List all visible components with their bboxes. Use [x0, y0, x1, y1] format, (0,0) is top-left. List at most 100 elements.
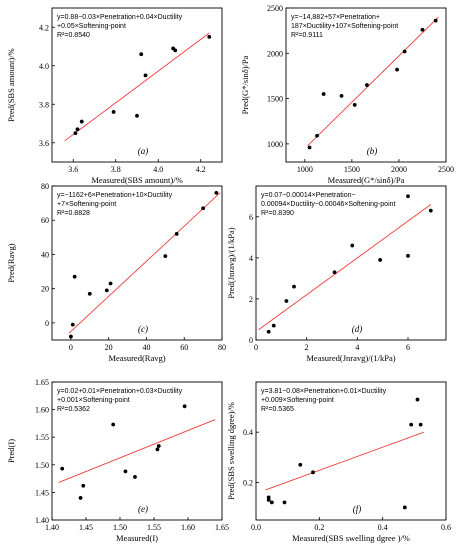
x-tick-label: 2000	[391, 165, 407, 174]
data-point	[311, 470, 315, 475]
x-tick-label: 3.6	[68, 165, 78, 174]
x-axis-label: Measured(I)	[116, 533, 158, 543]
data-point	[321, 92, 326, 96]
equation-line: y=0.07−0.00014×Penetration−	[261, 192, 356, 199]
x-tick-label: 1.40	[45, 523, 59, 532]
y-tick-label: 0	[249, 336, 253, 345]
panel-d: 0 2 4 6 0 2 4 6 Measured(Jnravg)/(1/kPa) Pred(Jnr…	[226, 185, 447, 363]
data-point	[378, 258, 383, 262]
data-point	[284, 299, 289, 303]
data-point	[163, 254, 168, 259]
panel-a: 3.6 3.8 4.0 4.2 3.6 3.8 4.0 4.2 Measured(SBS amo…	[6, 7, 223, 185]
data-point	[73, 131, 78, 136]
x-tick-label: 2500	[438, 165, 454, 174]
equation-line: y=−14,882+57×Penetration+	[291, 14, 380, 21]
x-tick-label: 0.4	[378, 523, 388, 532]
y-tick-label: 2	[249, 295, 253, 304]
data-point	[307, 145, 312, 150]
y-tick-label: 4.0	[39, 62, 49, 71]
fit-line	[307, 16, 439, 147]
data-point	[201, 206, 206, 211]
data-point	[133, 475, 137, 479]
equation-line: y=3.81−0.08×Penetration+0.01×Ductility	[261, 388, 387, 395]
panel-c: 0 20 40 60 80 0 20 40 60 80 Measured(Ravg) Pred(Rav…	[6, 182, 226, 363]
x-tick-label: 4.0	[153, 165, 163, 174]
data-point	[174, 232, 179, 236]
y-tick-label: 4.2	[39, 23, 49, 32]
data-point	[68, 334, 73, 339]
data-point	[350, 243, 355, 248]
y-tick-label: 1.60	[35, 406, 49, 415]
x-tick-label: 20	[105, 343, 113, 352]
x-tick-label: 0.6	[441, 523, 451, 532]
data-point	[420, 27, 425, 32]
data-point	[104, 288, 109, 293]
x-tick-label: 0.2	[314, 523, 324, 532]
equation-line: 0.00094×Ductility−0.00046×Softening-poin…	[261, 201, 396, 208]
data-point	[433, 18, 438, 23]
y-tick-label: 1.55	[35, 433, 49, 442]
y-axis-label: Pred(SBS swelling dgree)/%	[226, 402, 236, 500]
x-tick-label: 6	[406, 343, 410, 352]
equation-line: y=0.88−0.03×Penetration+0.04×Ductility	[57, 14, 183, 21]
x-tick-label: 2	[305, 343, 309, 352]
panel-label: (b)	[367, 146, 378, 156]
x-tick-label: 1.45	[79, 523, 93, 532]
x-axis-label: Measured(Ravg)	[108, 353, 165, 363]
x-axis-label: Measured(Jnravg)/(1/kPa)	[306, 353, 395, 363]
panel-label: (c)	[138, 324, 148, 334]
fit-line	[258, 204, 432, 331]
data-point	[271, 323, 276, 328]
data-point	[352, 103, 357, 107]
data-point	[266, 329, 271, 334]
y-axis-label: Pred(Jnravg)/(1/kPa)	[226, 227, 236, 298]
x-tick-label: 80	[218, 343, 226, 352]
data-point	[111, 422, 116, 427]
y-tick-label: 60	[41, 216, 49, 225]
x-tick-label: 60	[180, 343, 188, 352]
data-point	[60, 466, 65, 471]
plot-frame	[51, 185, 223, 341]
x-tick-label: 1.50	[113, 523, 127, 532]
y-tick-label: 0.4	[243, 428, 253, 437]
y-tick-label: 6	[249, 213, 253, 222]
x-tick-label: 40	[142, 343, 150, 352]
data-point	[415, 397, 420, 402]
data-point	[402, 505, 407, 510]
equation-line: R²=0.8540	[57, 32, 90, 39]
equation-line: y=0.02+0.01×Penetration+0.03×Ductility	[57, 388, 183, 395]
data-point	[155, 447, 160, 452]
y-tick-label: 20	[41, 285, 49, 294]
data-point	[72, 274, 77, 279]
data-point	[173, 48, 178, 53]
x-tick-label: 1000	[297, 165, 313, 174]
x-tick-label: 4.2	[196, 165, 206, 174]
data-point	[156, 444, 161, 448]
data-point	[298, 462, 303, 467]
panel-b: 1000 1500 2000 2500 1000 1500 2000 2500 Measured…	[240, 4, 454, 185]
data-point	[418, 422, 423, 427]
x-tick-label: 0	[254, 343, 258, 352]
data-point	[402, 49, 407, 54]
equation-line: R²=0.8828	[57, 210, 90, 217]
data-point	[406, 253, 410, 258]
equation-line: y=−1162+6×Penetration+10×Ductility	[57, 192, 173, 199]
fit-line	[265, 431, 424, 491]
data-point	[87, 291, 92, 296]
equation-line: R²=0.9111	[291, 32, 323, 39]
data-point	[207, 34, 212, 39]
data-point	[108, 281, 113, 286]
data-point	[139, 52, 144, 57]
panel-e: 1.40 1.45 1.50 1.55 1.60 1.65 1.40 1.45 1.50 1.55…	[6, 378, 229, 543]
data-point	[315, 133, 319, 138]
data-point	[409, 422, 414, 427]
y-axis-label: Pred(SBS amount)/%	[6, 48, 16, 121]
x-tick-label: 0.0	[251, 523, 261, 532]
panel-label: (e)	[138, 504, 148, 514]
plot-frame	[51, 381, 223, 521]
x-axis-label: Measured(SBS amount)/%	[91, 175, 182, 185]
y-tick-label: 3.6	[39, 139, 49, 148]
y-tick-label: 1.40	[35, 516, 49, 525]
